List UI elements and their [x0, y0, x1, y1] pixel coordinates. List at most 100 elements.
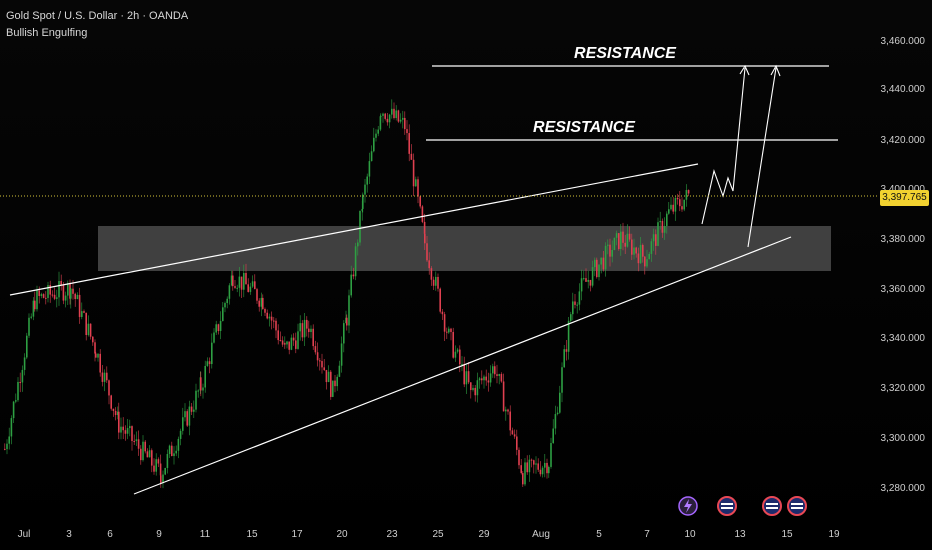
candle-body [103, 372, 106, 382]
candle-body [494, 366, 496, 375]
candle-body [481, 378, 483, 381]
candle-body [314, 346, 317, 353]
candle-body [379, 116, 382, 130]
candle-body [633, 247, 635, 255]
candle-body [352, 274, 355, 277]
candle-body [310, 328, 312, 333]
candle-body [380, 115, 382, 117]
candle-body [133, 441, 135, 443]
candle-body [266, 312, 268, 319]
candle-body [554, 414, 557, 429]
candle-body [173, 453, 175, 457]
candle-body [388, 114, 391, 123]
candle-body [140, 448, 142, 461]
candle-body [348, 295, 350, 326]
us-flag-icon[interactable] [762, 496, 782, 516]
candle-body [359, 210, 361, 243]
candle-body [509, 411, 511, 431]
candle-body [99, 353, 101, 373]
candle-body [541, 467, 544, 475]
candle-body [663, 225, 666, 233]
channel-upper-trendline[interactable] [9, 163, 699, 296]
candle-body [74, 293, 76, 300]
candle-body [432, 279, 435, 286]
candle-body [395, 110, 397, 118]
x-tick-label: 3 [66, 529, 72, 540]
candle-body [179, 430, 182, 439]
lightning-icon[interactable] [678, 496, 698, 516]
candle-body [533, 460, 535, 465]
candle-body [361, 208, 363, 211]
candle-body [539, 469, 542, 475]
candle-body [377, 129, 379, 134]
candle-body [613, 237, 616, 250]
candle-body [474, 387, 476, 396]
candle-body [166, 454, 169, 468]
candle-body [6, 443, 8, 450]
candle-body [251, 281, 254, 287]
candle-body [184, 411, 186, 418]
candle-body [338, 365, 341, 377]
candle-body [404, 117, 406, 130]
candle-body [38, 290, 40, 296]
candle-body [544, 462, 546, 468]
candle-body [589, 279, 592, 286]
candle-body [559, 392, 561, 413]
candle-body [26, 335, 28, 358]
candle-body [524, 462, 526, 485]
candle-body [19, 381, 21, 383]
candle-body [284, 343, 286, 345]
us-flag-icon[interactable] [787, 496, 807, 516]
candle-body [670, 204, 672, 210]
candle-body [146, 451, 149, 458]
projection-path-2 [747, 67, 777, 248]
candle-body [164, 467, 166, 475]
candle-body [476, 380, 479, 396]
channel-lower-trendline[interactable] [133, 236, 792, 495]
candle-body [262, 297, 264, 309]
candle-body [443, 314, 446, 332]
candle-body [583, 278, 585, 280]
candle-body [578, 291, 581, 305]
candle-body [211, 342, 213, 365]
candle-body [456, 349, 459, 352]
candle-body [639, 244, 642, 264]
candle-body [188, 406, 191, 426]
candle-body [34, 300, 36, 310]
candle-body [487, 380, 490, 383]
indicator-label[interactable]: Bullish Engulfing [6, 27, 88, 39]
candle-body [448, 328, 450, 333]
candle-body [17, 381, 19, 401]
candle-body [83, 311, 85, 313]
y-axis[interactable]: 3,460.000 3,440.000 3,420.000 3,400.000 … [881, 36, 926, 494]
candle-body [204, 365, 206, 388]
projection-path [701, 67, 746, 225]
candle-body [676, 197, 679, 200]
candle-body [129, 426, 131, 429]
candle-body [354, 246, 357, 277]
x-axis[interactable]: Jul 3 6 9 11 15 17 20 23 25 29 Aug 5 7 1… [18, 529, 840, 540]
candle-body [631, 239, 633, 255]
candle-body [301, 323, 304, 338]
candle-body [336, 376, 338, 387]
candle-body [370, 151, 373, 162]
x-tick-label: Jul [18, 529, 31, 540]
candle-body [120, 426, 122, 433]
candle-body [159, 463, 162, 476]
us-flag-icon[interactable] [717, 496, 737, 516]
candle-body [89, 323, 92, 337]
x-tick-label: 7 [644, 529, 650, 540]
candle-body [30, 316, 32, 318]
candle-body [303, 319, 306, 338]
candle-body [552, 428, 554, 444]
candle-body [297, 331, 299, 349]
candle-body [513, 434, 516, 437]
candle-body [650, 241, 653, 254]
candle-body [410, 153, 413, 160]
candle-body [435, 276, 437, 286]
candle-body [520, 465, 522, 474]
candle-body [58, 280, 60, 298]
candle-body [485, 376, 487, 381]
